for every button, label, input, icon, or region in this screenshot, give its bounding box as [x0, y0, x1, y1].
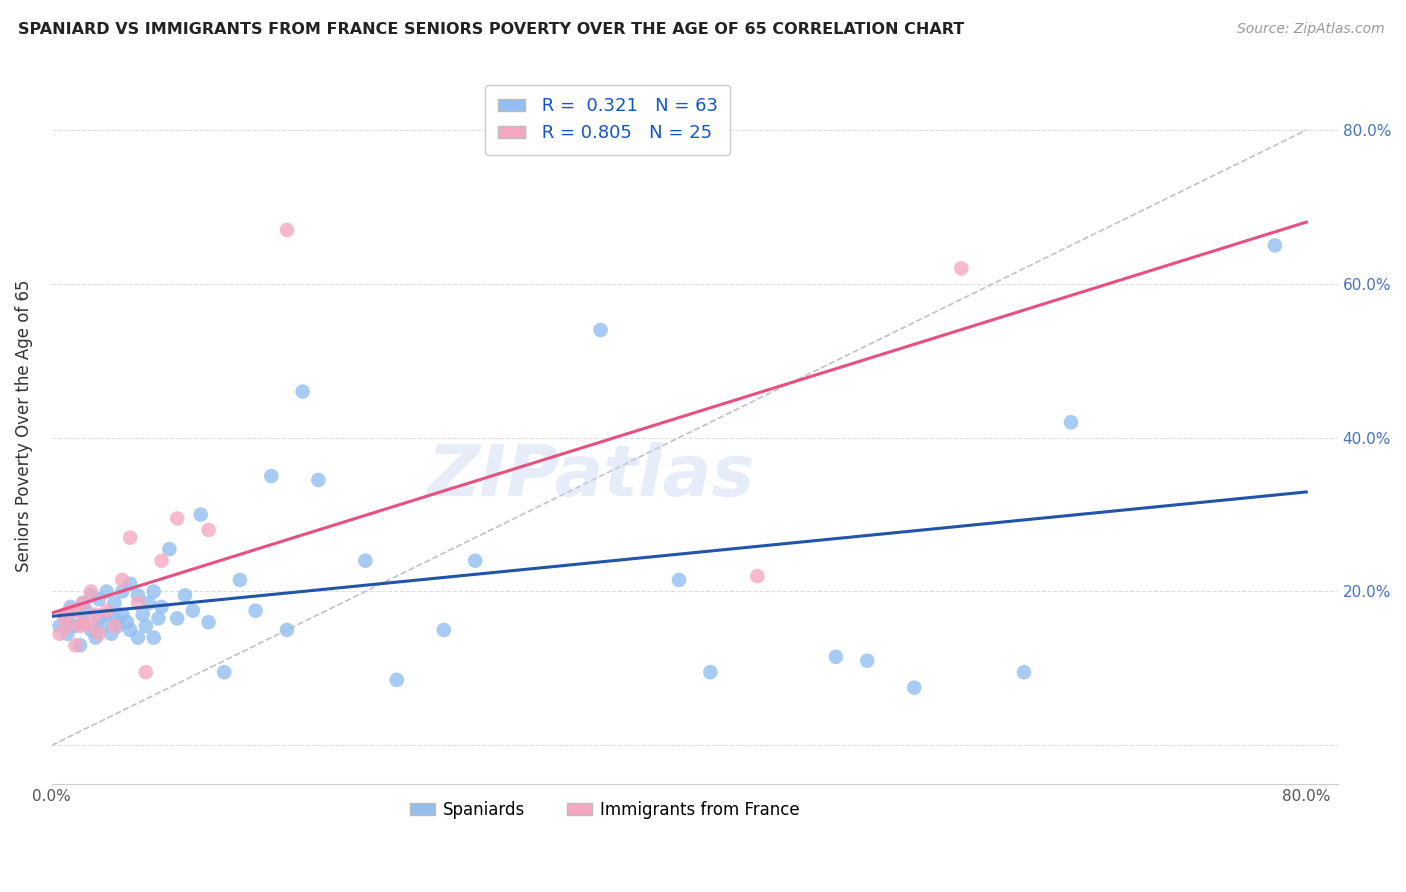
- Point: [950, 261, 973, 276]
- Point: [142, 584, 165, 599]
- Point: [856, 654, 879, 668]
- Point: [354, 554, 377, 568]
- Point: [65, 604, 87, 618]
- Point: [103, 611, 125, 625]
- Point: [699, 665, 721, 680]
- Point: [1012, 665, 1035, 680]
- Point: [127, 588, 149, 602]
- Point: [260, 469, 283, 483]
- Point: [65, 619, 87, 633]
- Point: [80, 619, 103, 633]
- Point: [87, 627, 110, 641]
- Point: [157, 542, 180, 557]
- Point: [276, 623, 298, 637]
- Point: [87, 611, 110, 625]
- Point: [59, 599, 82, 614]
- Point: [56, 619, 79, 633]
- Point: [103, 619, 125, 633]
- Point: [120, 576, 142, 591]
- Point: [75, 604, 97, 618]
- Point: [150, 554, 173, 568]
- Point: [69, 619, 91, 633]
- Point: [138, 596, 160, 610]
- Point: [96, 584, 118, 599]
- Point: [197, 615, 219, 630]
- Point: [120, 623, 142, 637]
- Point: [1264, 238, 1286, 252]
- Point: [127, 631, 149, 645]
- Point: [229, 573, 252, 587]
- Point: [276, 223, 298, 237]
- Point: [1060, 415, 1083, 429]
- Point: [72, 615, 94, 630]
- Point: [69, 638, 91, 652]
- Point: [166, 611, 188, 625]
- Point: [174, 588, 197, 602]
- Point: [589, 323, 612, 337]
- Legend: Spaniards, Immigrants from France: Spaniards, Immigrants from France: [404, 794, 807, 825]
- Point: [291, 384, 314, 399]
- Point: [747, 569, 769, 583]
- Point: [87, 592, 110, 607]
- Point: [53, 607, 76, 622]
- Point: [84, 631, 107, 645]
- Point: [80, 588, 103, 602]
- Point: [385, 673, 408, 687]
- Point: [433, 623, 456, 637]
- Text: SPANIARD VS IMMIGRANTS FROM FRANCE SENIORS POVERTY OVER THE AGE OF 65 CORRELATIO: SPANIARD VS IMMIGRANTS FROM FRANCE SENIO…: [18, 22, 965, 37]
- Point: [148, 611, 170, 625]
- Point: [72, 615, 94, 630]
- Point: [53, 611, 76, 625]
- Point: [59, 604, 82, 618]
- Point: [111, 584, 134, 599]
- Point: [181, 604, 204, 618]
- Point: [245, 604, 267, 618]
- Point: [107, 619, 129, 633]
- Point: [150, 599, 173, 614]
- Point: [120, 531, 142, 545]
- Point: [127, 596, 149, 610]
- Point: [56, 611, 79, 625]
- Point: [212, 665, 235, 680]
- Point: [903, 681, 925, 695]
- Text: Source: ZipAtlas.com: Source: ZipAtlas.com: [1237, 22, 1385, 37]
- Point: [135, 665, 157, 680]
- Point: [464, 554, 486, 568]
- Point: [307, 473, 329, 487]
- Point: [111, 607, 134, 622]
- Point: [65, 604, 87, 618]
- Point: [72, 596, 94, 610]
- Point: [142, 631, 165, 645]
- Point: [190, 508, 212, 522]
- Point: [80, 584, 103, 599]
- Point: [48, 627, 70, 641]
- Point: [48, 619, 70, 633]
- Point: [84, 607, 107, 622]
- Point: [668, 573, 690, 587]
- Point: [111, 573, 134, 587]
- Point: [115, 615, 138, 630]
- Point: [56, 627, 79, 641]
- Point: [72, 596, 94, 610]
- Point: [96, 607, 118, 622]
- Text: ZIPatlas: ZIPatlas: [429, 442, 755, 511]
- Point: [135, 619, 157, 633]
- Point: [100, 627, 122, 641]
- Point: [103, 596, 125, 610]
- Point: [197, 523, 219, 537]
- Point: [96, 604, 118, 618]
- Point: [166, 511, 188, 525]
- Point: [65, 638, 87, 652]
- Point: [80, 623, 103, 637]
- Y-axis label: Seniors Poverty Over the Age of 65: Seniors Poverty Over the Age of 65: [15, 280, 32, 573]
- Point: [824, 649, 846, 664]
- Point: [131, 607, 153, 622]
- Point: [90, 619, 112, 633]
